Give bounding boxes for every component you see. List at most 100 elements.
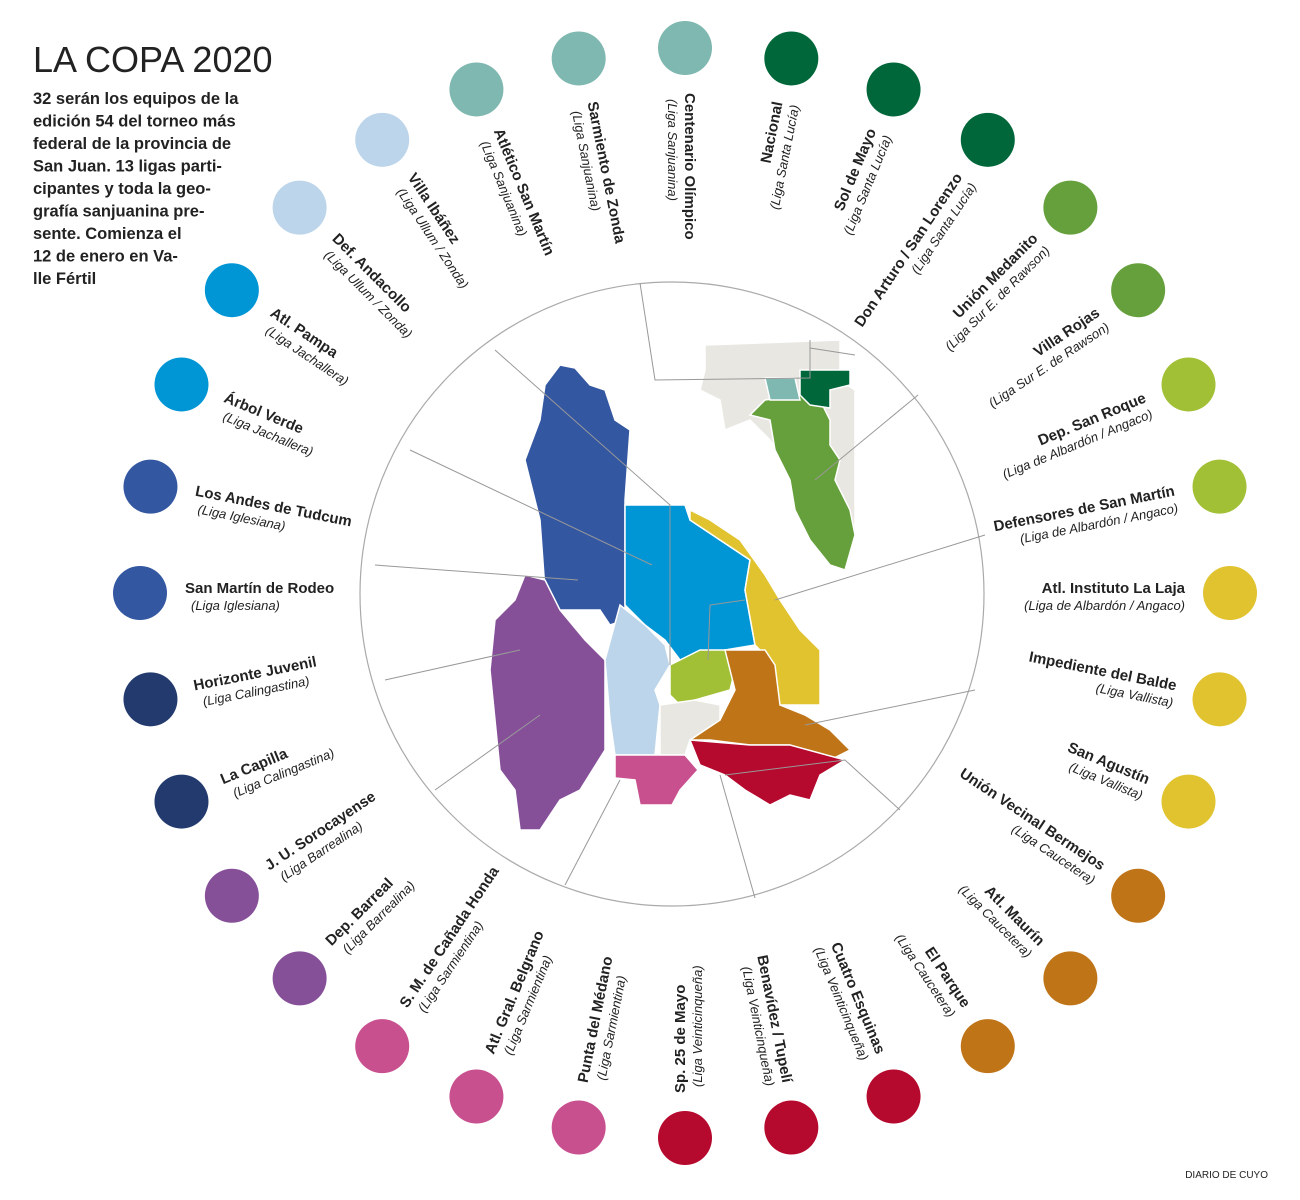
- team-league: (Liga de Albardón / Angaco): [1024, 598, 1185, 613]
- team-league: (Liga Veinticinqueña): [690, 965, 705, 1087]
- team-badge: [154, 774, 209, 829]
- team-label: Nacional(Liga Santa Lucía): [758, 100, 803, 211]
- team-badge: [113, 566, 167, 620]
- intro-line: lle Fértil: [33, 270, 96, 288]
- team-label: Atl. Pampa(Liga Jachallera): [263, 304, 351, 388]
- intro-line: federal de la provincia de: [33, 135, 231, 153]
- team-badge: [960, 112, 1015, 167]
- team-badge: [272, 951, 327, 1006]
- team-label: La Capilla(Liga Calingastina): [218, 745, 336, 801]
- spoke: [434, 714, 541, 791]
- spoke: [409, 449, 653, 566]
- team-label: El Parque(Liga Caucetera): [892, 931, 973, 1020]
- team-badge: [960, 1019, 1015, 1074]
- region-rawson: [748, 394, 856, 571]
- team-badge: [658, 1111, 712, 1165]
- team-badge: [866, 1069, 921, 1124]
- team-badge: [1203, 566, 1257, 620]
- team-badge: [1161, 357, 1216, 412]
- region-barrealina: [489, 574, 606, 831]
- team-badge: [449, 62, 504, 117]
- team-label: Cuatro Esquinas(Liga Veinticinqueña): [811, 940, 888, 1063]
- team-badge: [123, 459, 178, 514]
- team-badge: [204, 868, 259, 923]
- team-league: (Liga Sanjuanina): [665, 99, 680, 201]
- spoke: [774, 534, 986, 601]
- team-label: Defensores de San Martín(Liga de Albardó…: [992, 483, 1179, 547]
- spoke: [809, 347, 856, 356]
- team-league: (Liga Sur E. de Rawson): [986, 319, 1112, 410]
- team-name: Sp. 25 de Mayo: [672, 985, 689, 1093]
- team-label: Def. Andacollo(Liga Ullum / Zonda): [322, 230, 416, 341]
- team-label: Unión Vecinal Bermejos(Liga Caucetera): [956, 765, 1108, 887]
- team-label: Centenario Olímpico(Liga Sanjuanina): [665, 93, 698, 240]
- team-badge: [123, 672, 178, 727]
- team-badge: [866, 62, 921, 117]
- team-label: Sarmiento de Zonda(Liga Sanjuanina): [569, 100, 628, 245]
- team-label: Los Andes de Tudcum(Liga Iglesiana): [194, 483, 353, 534]
- team-label: Sol de Mayo(Liga Santa Lucía): [831, 126, 895, 237]
- team-badge: [551, 1100, 606, 1155]
- region-sarmientina: [614, 754, 700, 806]
- team-label: Villa Ibáñez(Liga Ullum / Zonda): [394, 170, 472, 291]
- region-vallista: [689, 508, 821, 706]
- team-name: Atl. Instituto La Laja: [1042, 580, 1186, 597]
- team-label: Unión Medanito(Liga Sur E. de Rawson): [942, 230, 1053, 354]
- team-badge: [1043, 180, 1098, 235]
- team-league: (Liga Iglesiana): [191, 598, 280, 613]
- team-badge: [355, 112, 410, 167]
- intro-line: edición 54 del torneo más: [33, 113, 236, 131]
- team-badge: [1043, 951, 1098, 1006]
- team-label: San Martín de Rodeo(Liga Iglesiana): [185, 580, 334, 613]
- spoke: [374, 564, 579, 581]
- team-label: Atl. Gral. Belgrano(Liga Sarmientina): [482, 928, 555, 1057]
- spoke: [814, 394, 919, 481]
- intro-line: 32 serán los equipos de la: [33, 90, 239, 108]
- region-veinticinquena: [688, 739, 847, 806]
- team-badge: [204, 263, 259, 318]
- credit: DIARIO DE CUYO: [1185, 1170, 1268, 1181]
- team-badge: [764, 1100, 819, 1155]
- team-league: (Liga Sur E. de Rawson): [942, 243, 1053, 354]
- team-badge: [355, 1019, 410, 1074]
- team-badge: [154, 357, 209, 412]
- team-badge: [1161, 774, 1216, 829]
- spokes: [374, 282, 986, 899]
- team-badge: [1111, 263, 1166, 318]
- team-label: Árbol Verde(Liga Jachallera): [221, 390, 316, 460]
- team-badge: [1192, 459, 1247, 514]
- intro: 32 serán los equipos de la edición 54 del…: [33, 90, 239, 288]
- intro-line: grafía sanjuanina pre-: [33, 203, 204, 221]
- team-label: Atl. Maurín(Liga Caucetera): [956, 882, 1048, 961]
- team-label: San Agustín(Liga Vallista): [1065, 739, 1152, 803]
- intro-line: 12 de enero en Va-: [33, 248, 178, 266]
- team-badge: [1111, 868, 1166, 923]
- team-badge: [1192, 672, 1247, 727]
- region-sanjuanina: [764, 377, 801, 401]
- team-badge: [658, 21, 712, 75]
- team-label: Atl. Instituto La Laja(Liga de Albardón …: [1024, 580, 1186, 613]
- spoke: [724, 759, 901, 811]
- team-name: Centenario Olímpico: [681, 93, 698, 240]
- team-label: Sp. 25 de Mayo (Liga Veinticinqueña): [672, 965, 705, 1093]
- ring: [359, 281, 985, 907]
- spoke: [639, 282, 811, 381]
- team-label: J. U. Sorocayense(Liga Barrealina): [262, 788, 379, 884]
- intro-line: cipantes y toda la geo-: [33, 180, 211, 198]
- team-label: Punta del Médano(Liga Sarmientina): [575, 955, 629, 1084]
- team-label: Dep. San Roque(Liga de Albardón / Angaco…: [1000, 390, 1154, 482]
- team-name: Unión Vecinal Bermejos: [956, 765, 1108, 874]
- team-label: Horizonte Juvenil(Liga Calingastina): [192, 653, 318, 709]
- team-badge: [272, 180, 327, 235]
- map: [489, 339, 856, 831]
- title: LA COPA 2020: [33, 39, 273, 80]
- spoke: [384, 649, 521, 681]
- intro-line: sente. Comienza el: [33, 225, 182, 243]
- spoke: [494, 349, 671, 665]
- intro-line: San Juan. 13 ligas parti-: [33, 158, 222, 176]
- team-label: Dep. Barreal(Liga Barrealina): [322, 875, 418, 957]
- team-label: Impediente del Balde(Liga Vallista): [1027, 649, 1177, 711]
- spoke: [564, 779, 621, 886]
- team-label: Villa Rojas(Liga Sur E. de Rawson): [986, 304, 1112, 410]
